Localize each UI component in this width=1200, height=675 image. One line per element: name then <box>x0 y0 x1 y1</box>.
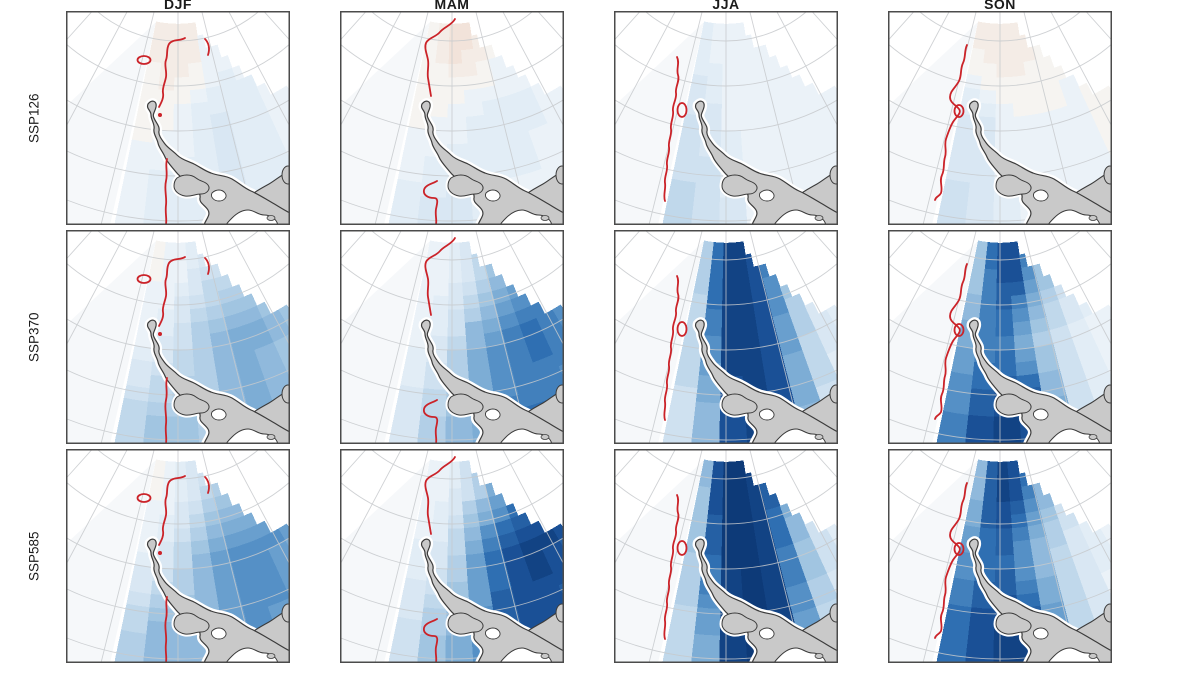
map-panel-ssp126-jja <box>614 11 838 225</box>
column-title-jja: JJA <box>712 0 740 12</box>
row-title-ssp370: SSP370 <box>26 312 42 362</box>
row-title-ssp585: SSP585 <box>26 531 42 581</box>
map-panel-ssp585-son <box>888 449 1112 663</box>
map-panel-ssp370-son <box>888 230 1112 444</box>
map-panel-ssp585-jja <box>614 449 838 663</box>
map-panel-ssp126-djf <box>66 11 290 225</box>
column-title-djf: DJF <box>164 0 192 12</box>
column-title-son: SON <box>984 0 1016 12</box>
map-panel-ssp370-jja <box>614 230 838 444</box>
column-title-mam: MAM <box>434 0 470 12</box>
map-panel-ssp126-mam <box>340 11 564 225</box>
map-panel-ssp370-djf <box>66 230 290 444</box>
map-panel-ssp585-djf <box>66 449 290 663</box>
map-panel-ssp126-son <box>888 11 1112 225</box>
map-panel-ssp370-mam <box>340 230 564 444</box>
map-panel-ssp585-mam <box>340 449 564 663</box>
row-title-ssp126: SSP126 <box>26 93 42 143</box>
